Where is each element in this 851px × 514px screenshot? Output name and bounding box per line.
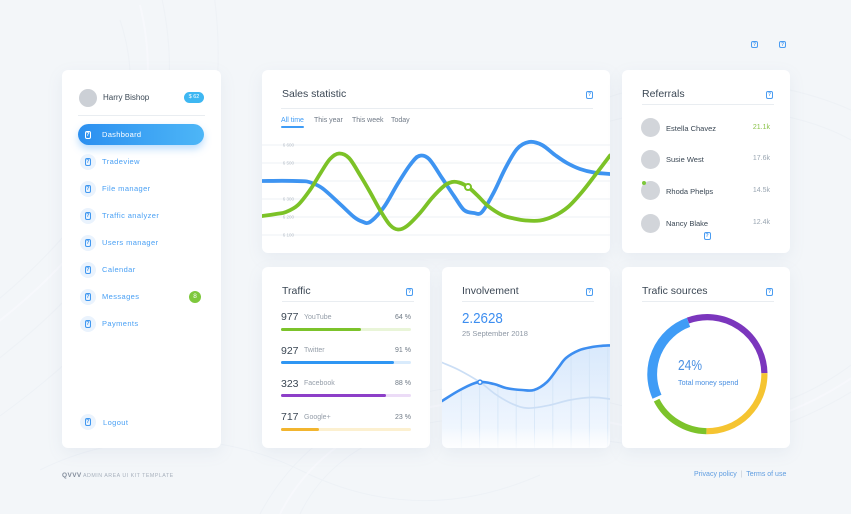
- svg-text:6 200: 6 200: [283, 215, 295, 220]
- svg-text:6 100: 6 100: [283, 233, 295, 238]
- svg-text:6 300: 6 300: [283, 197, 295, 202]
- svg-text:6 500: 6 500: [283, 161, 295, 166]
- svg-text:6 600: 6 600: [283, 143, 295, 148]
